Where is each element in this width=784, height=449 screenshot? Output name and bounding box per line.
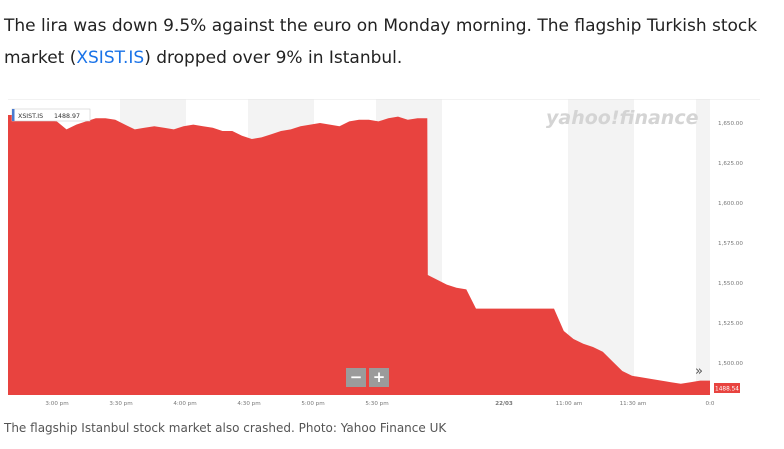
ticker-color-swatch	[12, 109, 15, 121]
session-band	[696, 99, 710, 395]
scroll-forward-icon[interactable]: »	[695, 364, 703, 379]
article-text-1: The lira was down 9.5% against the euro …	[4, 16, 758, 68]
x-axis: 3:00 pm 3:30 pm 4:00 pm 4:30 pm 5:00 pm 5:30 …	[45, 401, 715, 407]
ticker-value: 1488.97	[54, 113, 80, 120]
stock-chart[interactable]: 1,650.00 1,625.00 1,600.00 1,575.00 1,550.00…	[8, 99, 760, 417]
x-tick-label: 4:30 pm	[237, 401, 260, 407]
y-tick-label: 1,525.00	[718, 321, 743, 327]
ticker-label-box: XSIST.IS 1488.97	[11, 108, 91, 122]
x-tick-label: 5:00 pm	[301, 401, 324, 407]
zoom-out-label: −	[350, 368, 363, 386]
x-tick-label: 11:00 am	[556, 401, 583, 407]
x-tick-label: 5:30 pm	[365, 401, 388, 407]
current-value-badge-bg	[714, 383, 740, 393]
x-tick-label: 0:0	[705, 401, 714, 407]
article-paragraph: The lira was down 9.5% against the euro …	[4, 10, 774, 74]
price-area	[8, 115, 710, 395]
zoom-controls: − +	[346, 368, 389, 387]
y-tick-label: 1,650.00	[718, 121, 743, 127]
y-axis: 1,650.00 1,625.00 1,600.00 1,575.00 1,550.00…	[718, 121, 743, 367]
y-tick-label: 1,500.00	[718, 361, 743, 367]
x-tick-label: 22/03	[495, 401, 513, 407]
ticker-symbol: XSIST.IS	[18, 113, 43, 120]
zoom-in-button[interactable]	[369, 368, 389, 387]
current-value-badge-text: 1488.54	[715, 387, 739, 393]
y-tick-label: 1,550.00	[718, 281, 743, 287]
zoom-out-button[interactable]	[346, 368, 366, 387]
x-tick-label: 3:00 pm	[45, 401, 68, 407]
article-text-2: ) dropped over 9% in Istanbul.	[144, 48, 403, 68]
zoom-in-label: +	[373, 368, 386, 386]
current-value-badge: 1488.54	[714, 383, 740, 393]
xsist-link[interactable]: XSIST.IS	[76, 48, 145, 68]
x-tick-label: 11:30 am	[620, 401, 647, 407]
y-tick-label: 1,575.00	[718, 241, 743, 247]
image-caption: The flagship Istanbul stock market also …	[4, 421, 447, 435]
x-tick-label: 3:30 pm	[109, 401, 132, 407]
x-tick-label: 4:00 pm	[173, 401, 196, 407]
y-tick-label: 1,600.00	[718, 201, 743, 207]
y-tick-label: 1,625.00	[718, 161, 743, 167]
yahoo-finance-logo: yahoo!finance	[546, 107, 699, 129]
